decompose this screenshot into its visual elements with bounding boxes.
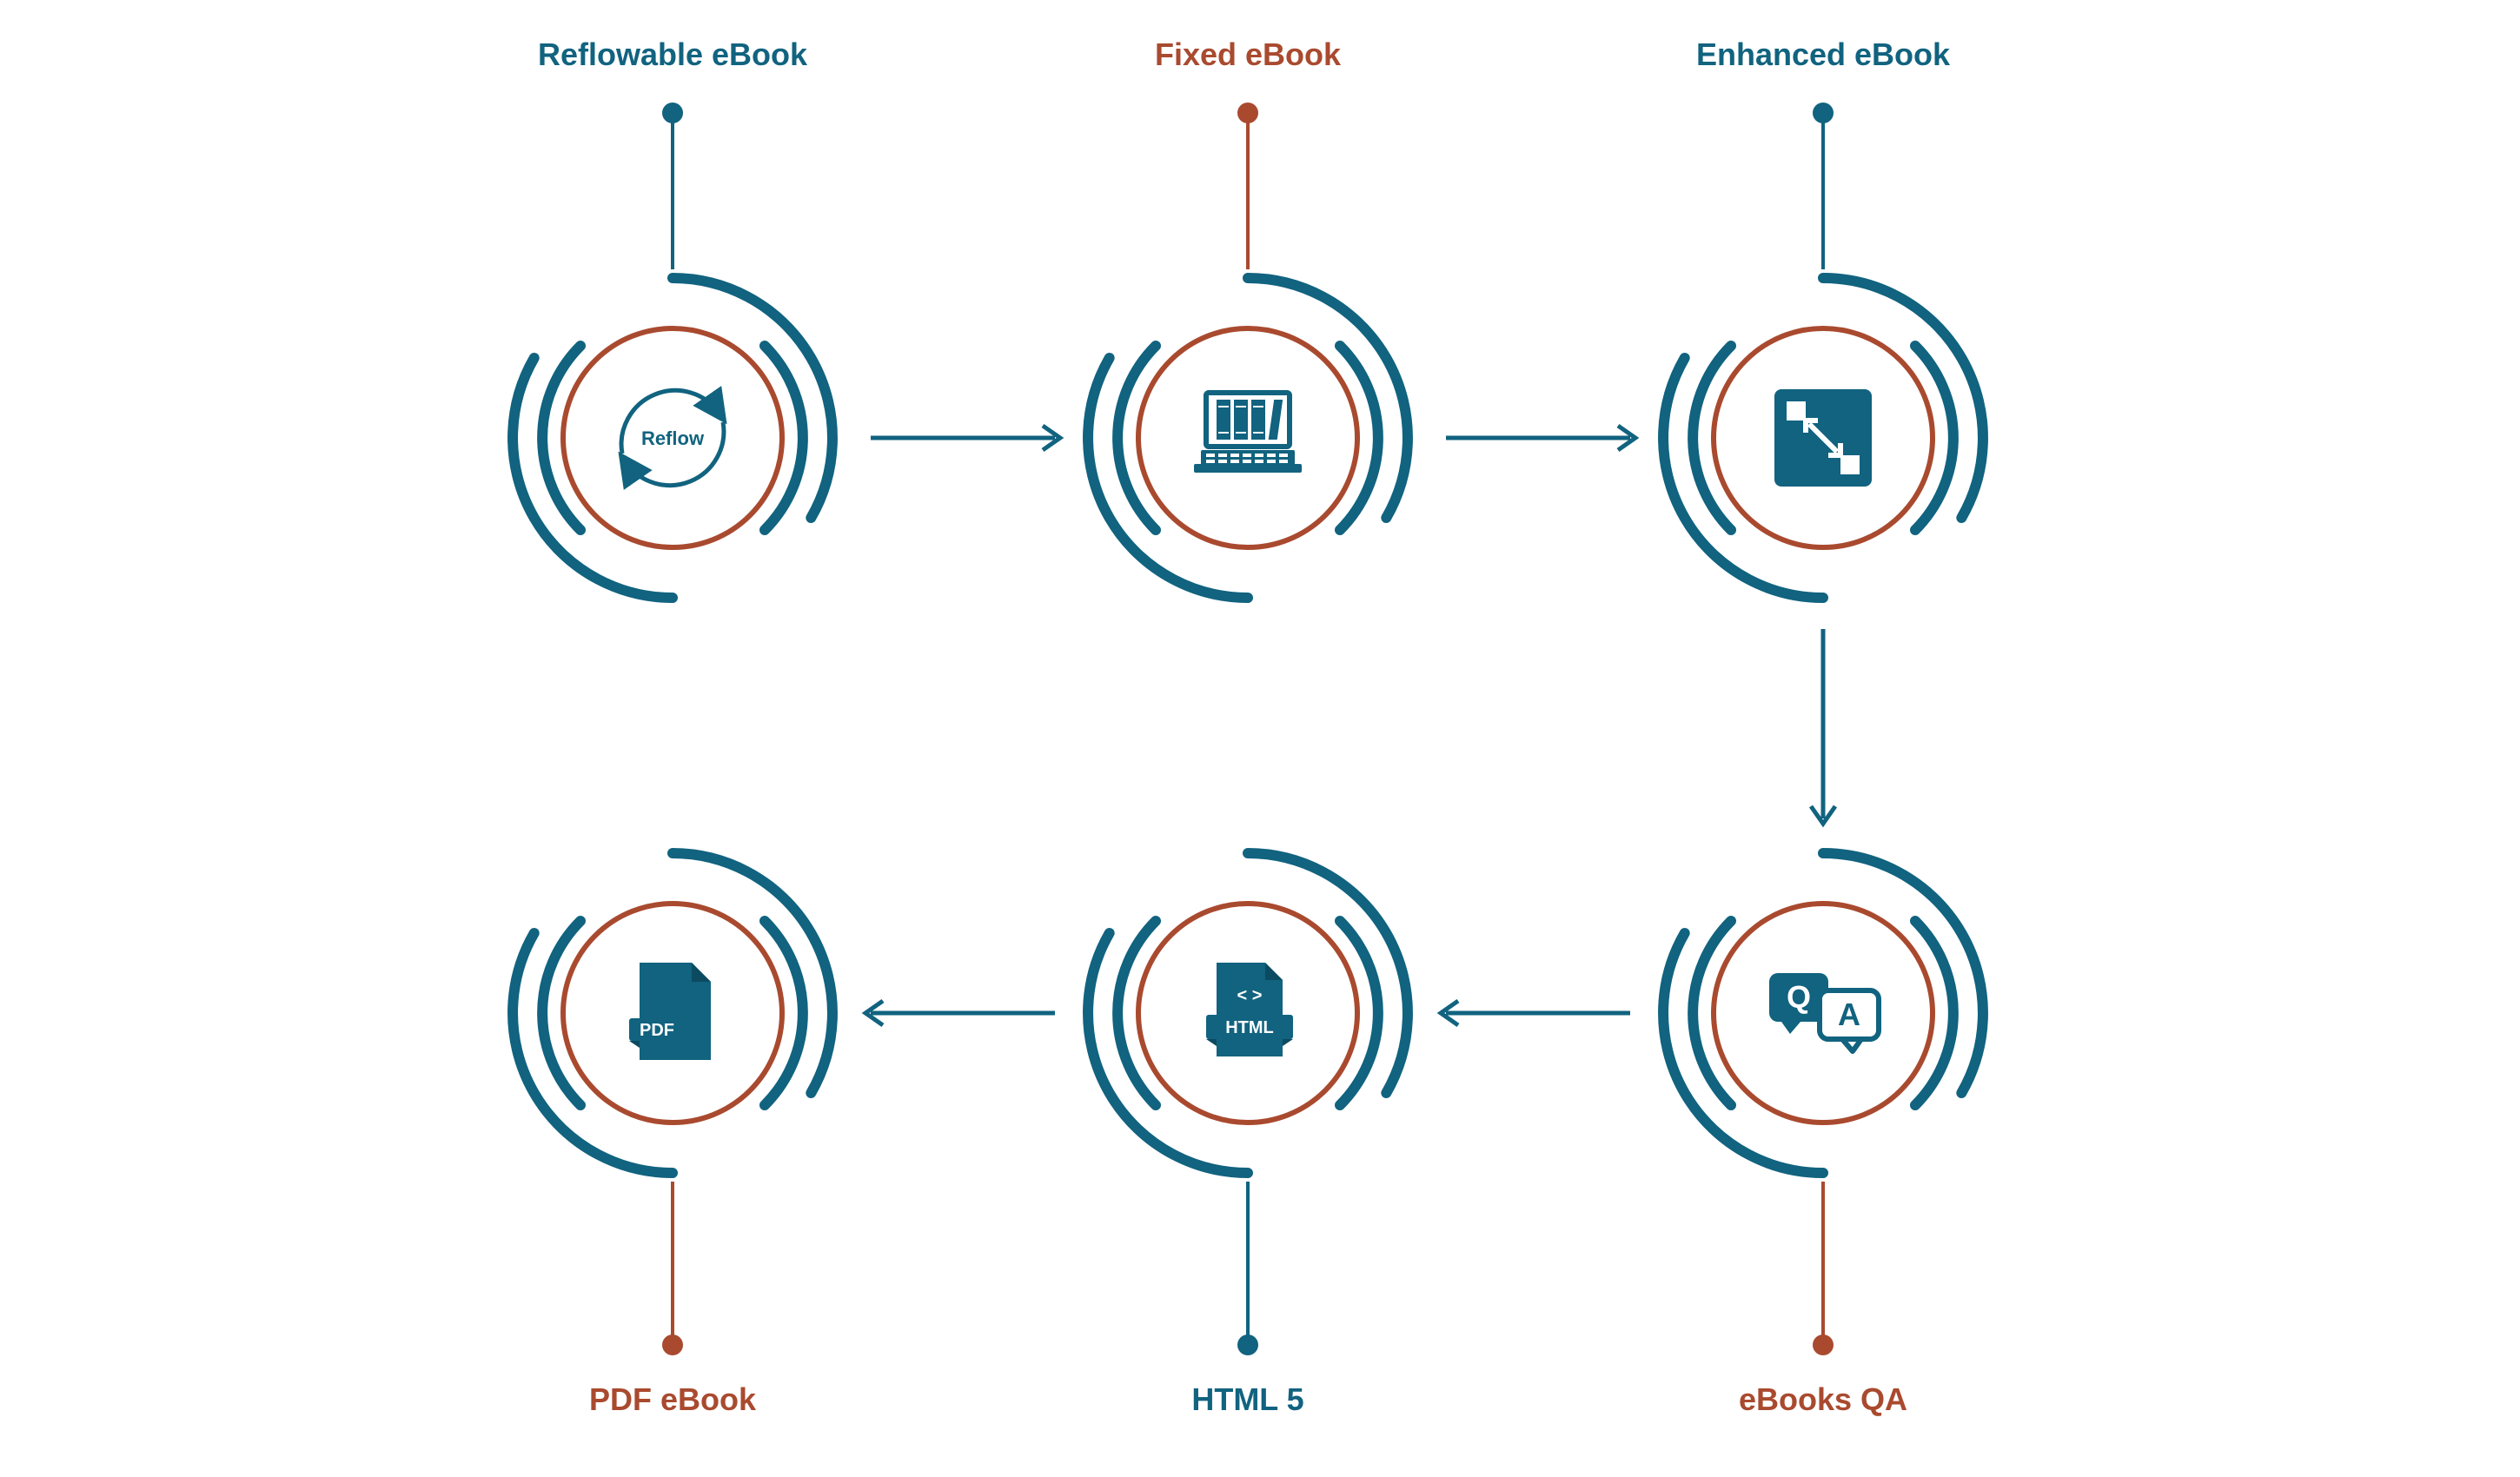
svg-text:Q: Q xyxy=(1787,979,1811,1015)
label-pdf: PDF eBook xyxy=(589,1381,756,1418)
resize-square-icon xyxy=(1774,389,1872,487)
node-enhanced xyxy=(1663,278,1983,598)
pdf-icon-label: PDF xyxy=(640,1021,674,1040)
svg-text:A: A xyxy=(1838,997,1860,1032)
diagram-canvas: Reflow xyxy=(0,0,2520,1477)
node-reflowable: Reflow xyxy=(513,278,832,598)
label-reflowable: Reflowable eBook xyxy=(538,36,807,73)
label-enhanced: Enhanced eBook xyxy=(1696,36,1950,73)
reflow-icon-text: Reflow xyxy=(641,427,705,449)
diagram-svg: Reflow xyxy=(0,0,2520,1477)
label-html5: HTML 5 xyxy=(1191,1381,1303,1418)
laptop-books-icon xyxy=(1194,393,1302,473)
label-fixed: Fixed eBook xyxy=(1155,36,1341,73)
qa-chat-icon: Q A xyxy=(1769,973,1879,1051)
label-qa: eBooks QA xyxy=(1739,1381,1907,1418)
html-icon-label: HTML xyxy=(1225,1018,1274,1037)
node-fixed xyxy=(1088,278,1408,598)
reflow-icon: Reflow xyxy=(621,390,724,485)
pdf-file-icon: PDF xyxy=(629,963,711,1060)
node-qa: Q A xyxy=(1663,853,1983,1173)
html-icon-angles: < > xyxy=(1237,986,1263,1005)
node-pdf: PDF xyxy=(513,853,832,1173)
html5-file-icon: < > HTML xyxy=(1206,963,1293,1056)
node-html5: < > HTML xyxy=(1088,853,1408,1173)
